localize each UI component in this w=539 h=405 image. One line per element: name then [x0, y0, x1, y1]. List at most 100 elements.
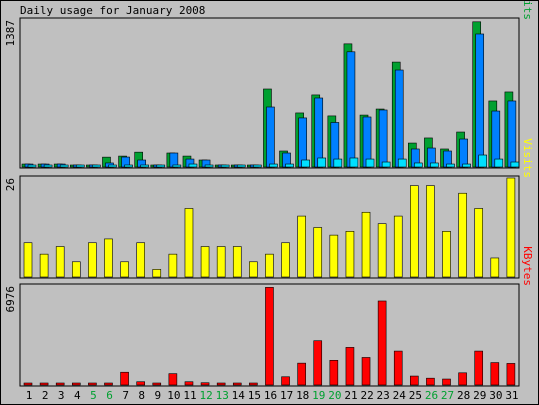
- bar-pages-day-4: [75, 164, 85, 168]
- bar-kbytes-day-3: [55, 382, 65, 386]
- bar-kbytes-day-30: [490, 362, 500, 386]
- bar-files-day-28: [459, 138, 468, 168]
- bar-files-day-21: [346, 51, 356, 168]
- bar-pages-day-22: [365, 158, 375, 168]
- bar-visits-day-3: [55, 246, 65, 278]
- bar-files-day-30: [491, 110, 501, 168]
- bar-pages-day-1: [27, 164, 37, 168]
- bar-pages-day-25: [414, 162, 423, 168]
- bar-kbytes-day-2: [39, 382, 49, 386]
- x-tick-label-day-10: 10: [167, 389, 180, 402]
- x-tick-label-day-8: 8: [138, 389, 145, 402]
- x-tick-label-day-23: 23: [377, 389, 390, 402]
- bar-pages-day-16: [269, 163, 278, 168]
- bar-pages-day-18: [301, 159, 310, 168]
- x-tick-label-day-2: 2: [42, 389, 49, 402]
- bar-pages-day-3: [59, 164, 69, 168]
- series-axis-label-part: KBytes: [521, 246, 534, 286]
- bar-kbytes-day-12: [200, 382, 210, 386]
- bar-kbytes-day-8: [136, 381, 145, 386]
- bar-kbytes-day-25: [410, 375, 419, 386]
- bar-pages-day-17: [285, 163, 294, 168]
- x-tick-label-day-18: 18: [296, 389, 309, 402]
- x-tick-label-day-9: 9: [155, 389, 162, 402]
- bar-visits-day-18: [297, 215, 306, 278]
- bar-kbytes-day-28: [458, 372, 467, 386]
- bar-kbytes-day-5: [88, 382, 97, 386]
- bar-pages-day-12: [204, 164, 214, 168]
- x-tick-label-day-16: 16: [264, 389, 277, 402]
- x-tick-label-day-31: 31: [505, 389, 518, 402]
- bar-pages-day-2: [43, 164, 53, 168]
- chart-panels: 1387 Pages/Files/Hits 26 Visits 6976 KBytes: [4, 0, 534, 387]
- y-max-label: 6976: [4, 286, 17, 313]
- bar-visits-day-8: [136, 242, 145, 278]
- bar-kbytes-day-10: [168, 373, 178, 386]
- x-tick-label-day-6: 6: [106, 389, 113, 402]
- bar-kbytes-day-20: [329, 360, 339, 386]
- x-tick-label-day-20: 20: [328, 389, 341, 402]
- x-tick-labels: 1 2 3 4 5 6 7 8 9 10 11 12 13 14 15 16 17 18 19 20 21 22 23 24 2…: [26, 389, 519, 402]
- bar-pages-day-15: [253, 164, 262, 168]
- bar-kbytes-day-31: [506, 363, 516, 386]
- bar-pages-day-20: [333, 158, 343, 168]
- bar-visits-day-15: [249, 261, 258, 278]
- y-max-label: 26: [4, 178, 17, 191]
- x-tick-label-day-25: 25: [409, 389, 422, 402]
- bar-kbytes-day-24: [393, 350, 403, 386]
- x-tick-label-day-30: 30: [489, 389, 502, 402]
- bar-kbytes-day-14: [232, 382, 242, 386]
- bar-files-day-24: [394, 69, 404, 168]
- bar-pages-day-9: [156, 164, 166, 168]
- bar-visits-day-6: [104, 238, 113, 278]
- bar-pages-day-14: [236, 164, 246, 168]
- bar-pages-day-26: [430, 162, 439, 168]
- bar-kbytes-day-21: [345, 347, 355, 386]
- bar-kbytes-day-13: [216, 382, 226, 386]
- bar-visits-day-9: [152, 269, 162, 278]
- bar-pages-day-23: [381, 161, 391, 168]
- bar-visits-day-2: [39, 253, 49, 278]
- x-tick-label-day-7: 7: [122, 389, 129, 402]
- bar-visits-day-4: [71, 261, 81, 278]
- x-tick-label-day-12: 12: [199, 389, 212, 402]
- bar-pages-day-21: [349, 157, 359, 168]
- bar-files-day-18: [298, 117, 307, 168]
- bar-kbytes-day-6: [104, 382, 113, 386]
- bar-visits-day-20: [329, 234, 339, 278]
- x-tick-label-day-4: 4: [74, 389, 81, 402]
- bar-visits-day-24: [393, 215, 403, 278]
- x-tick-label-day-14: 14: [232, 389, 246, 402]
- bar-pages-day-6: [108, 164, 117, 168]
- x-tick-label-day-22: 22: [360, 389, 373, 402]
- chart-title: Daily usage for January 2008: [20, 4, 205, 17]
- bar-pages-day-19: [317, 157, 327, 168]
- bar-kbytes-day-23: [377, 300, 387, 386]
- bar-kbytes-day-18: [297, 362, 306, 386]
- bar-kbytes-day-9: [152, 382, 162, 386]
- x-tick-label-day-17: 17: [280, 389, 293, 402]
- bar-visits-day-21: [345, 231, 355, 278]
- bar-visits-day-14: [232, 246, 242, 278]
- x-tick-label-day-29: 29: [473, 389, 486, 402]
- bar-pages-day-7: [124, 164, 133, 168]
- bar-visits-day-30: [490, 257, 500, 278]
- bar-visits-day-17: [281, 242, 290, 278]
- bar-visits-day-5: [88, 242, 97, 278]
- series-axis-label-part: Hits: [521, 0, 534, 20]
- x-tick-label-day-28: 28: [457, 389, 470, 402]
- bar-pages-day-5: [92, 164, 101, 168]
- bar-visits-day-29: [474, 208, 484, 278]
- bar-pages-day-10: [172, 164, 182, 168]
- bar-kbytes-day-1: [23, 382, 33, 386]
- bar-visits-day-16: [265, 253, 274, 278]
- bar-pages-day-27: [446, 163, 455, 168]
- bar-pages-day-8: [140, 164, 149, 168]
- x-tick-label-day-19: 19: [312, 389, 325, 402]
- bar-pages-day-28: [462, 163, 471, 168]
- x-tick-label-day-27: 27: [441, 389, 454, 402]
- y-max-label: 1387: [4, 20, 17, 47]
- bar-visits-day-22: [361, 211, 371, 278]
- bar-files-day-23: [378, 109, 388, 168]
